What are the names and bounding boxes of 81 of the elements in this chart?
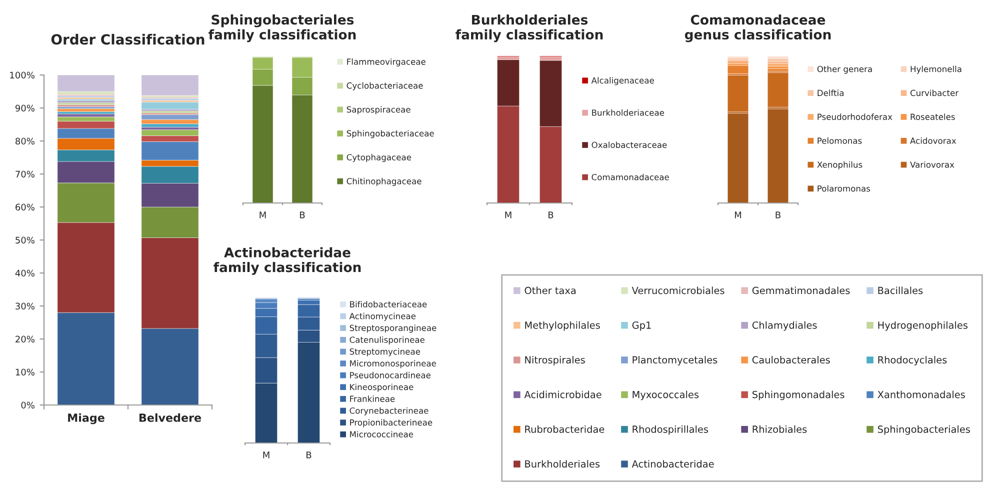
y-tick-label: 0% xyxy=(21,402,34,409)
legend-label: Bacillales xyxy=(878,286,923,294)
legend-label: Myxococcales xyxy=(632,390,699,400)
legend-label: Frankineae xyxy=(350,396,395,402)
legend-label: Other genera xyxy=(817,66,872,74)
legend-label: Polaromonas xyxy=(818,185,870,192)
legend-label: Burkholderiaceae xyxy=(592,109,664,116)
chart-title: Sphingobacteriales family classification xyxy=(208,14,356,42)
x-tick-label: B xyxy=(776,212,780,218)
legend-label: Rhodocyclales xyxy=(878,356,947,366)
legend-label: Flammeovirgaceae xyxy=(347,58,426,66)
y-tick-label: 40% xyxy=(15,270,34,277)
legend-label: Kineosporineae xyxy=(350,384,414,392)
x-tick-label: B xyxy=(548,212,554,218)
legend-label: Rhodospirillales xyxy=(632,425,708,435)
legend-label: Hydrogenophilales xyxy=(878,321,968,331)
y-tick-label: 10% xyxy=(16,368,34,376)
legend-label: Xenophilus xyxy=(817,161,862,170)
legend-label: Oxalobacteraceae xyxy=(592,142,667,148)
x-tick-label: B xyxy=(306,452,312,458)
legend-label: Nitrospirales xyxy=(525,356,585,366)
legend-label: Saprospiraceae xyxy=(346,106,410,114)
legend-label: Micromonosporineae xyxy=(350,360,436,368)
legend-label: Streptosporangineae xyxy=(350,324,436,333)
chart-title: Order Classification xyxy=(51,34,204,45)
legend-label: Propionibacterineae xyxy=(350,419,432,428)
x-tick-label: M xyxy=(505,212,512,218)
legend-label: Roseateles xyxy=(910,114,955,120)
legend-label: Verrucomicrobiales xyxy=(632,286,724,294)
legend-label: Other taxa xyxy=(524,286,576,294)
legend-label: Corynebacterineae xyxy=(350,407,428,416)
x-tick-label: M xyxy=(263,452,270,458)
legend-label: Rubrobacteridae xyxy=(525,425,604,433)
legend-label: Pelomonas xyxy=(818,137,862,144)
legend-label: Actinobacteridae xyxy=(632,460,714,468)
legend-label: Sphingobacteriales xyxy=(878,425,970,435)
legend-label: Bifidobacteriaceae xyxy=(350,300,427,308)
legend-label: Hylemonella xyxy=(910,66,962,74)
legend-label: Delftia xyxy=(818,90,844,96)
y-tick-label: 90% xyxy=(15,104,34,112)
legend-label: Variovorax xyxy=(910,161,954,168)
y-tick-label: 60% xyxy=(16,204,34,211)
x-tick-label: Belvedere xyxy=(139,413,202,422)
legend-label: Sphingomonadales xyxy=(752,390,844,400)
legend-label: Actinomycineae xyxy=(349,312,416,321)
legend-label: Pseudorhodoferax xyxy=(818,114,892,120)
legend-label: Planctomycetales xyxy=(632,356,718,366)
x-tick-label: M xyxy=(260,212,266,218)
chart-title: Actinobacteridae family classification xyxy=(214,247,361,275)
legend-label: Cyclobacteriaceae xyxy=(346,82,423,90)
x-tick-label: Miage xyxy=(68,413,104,424)
legend-label: Comamonadaceae xyxy=(592,174,669,180)
legend-label: Caulobacterales xyxy=(752,356,830,364)
legend-label: Gemmatimonadales xyxy=(752,286,850,294)
legend-label: Chitinophagaceae xyxy=(346,178,422,186)
y-tick-label: 100% xyxy=(10,72,34,79)
legend-label: Sphingobacteriaceae xyxy=(346,130,434,138)
legend-label: Curvibacter xyxy=(910,90,959,96)
x-tick-label: B xyxy=(300,212,305,218)
y-tick-label: 30% xyxy=(16,302,34,310)
y-tick-label: 70% xyxy=(16,170,34,178)
y-tick-label: 80% xyxy=(16,138,34,145)
x-tick-label: M xyxy=(734,212,742,218)
y-tick-label: 20% xyxy=(16,336,34,343)
legend-label: Rhizobiales xyxy=(752,425,807,433)
legend-label: Acidimicrobidae xyxy=(524,390,602,398)
chart-title: Burkholderiales family classification xyxy=(456,14,603,42)
legend-label: Acidovorax xyxy=(910,137,956,144)
legend-label: Chlamydiales xyxy=(752,321,817,331)
legend-label: Alcaligenaceae xyxy=(591,77,654,86)
legend-label: Xanthomonadales xyxy=(878,390,965,398)
legend-label: Burkholderiales xyxy=(525,460,600,468)
legend-label: Streptomycineae xyxy=(350,348,420,356)
legend-label: Catenulisporineae xyxy=(350,336,424,344)
legend-label: Pseudonocardineae xyxy=(350,372,430,378)
legend-label: Cytophagaceae xyxy=(346,154,412,162)
legend-label: Micrococcineae xyxy=(350,430,414,438)
chart-title: Comamonadaceae genus classification xyxy=(684,14,831,42)
legend-label: Methylophilales xyxy=(525,321,600,331)
y-tick-label: 50% xyxy=(16,236,34,244)
legend-label: Gp1 xyxy=(632,321,651,331)
